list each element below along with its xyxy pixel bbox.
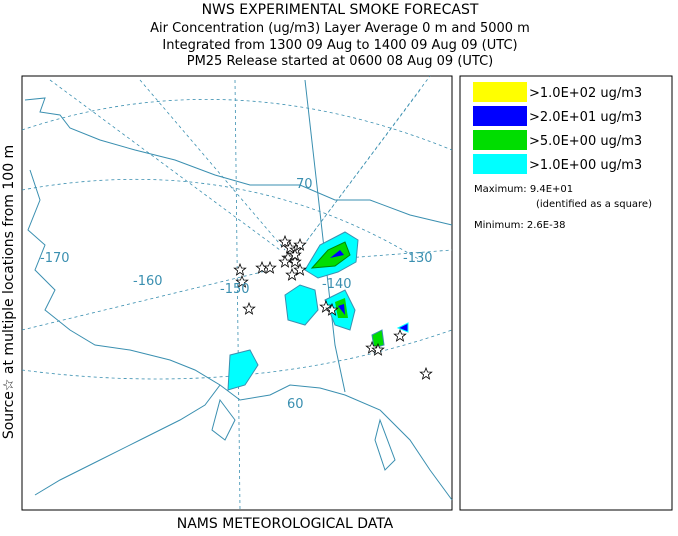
plume [338,304,345,315]
legend-label: >5.0E+00 ug/m3 [529,134,642,149]
source-star [278,254,292,268]
source-star [325,302,339,316]
map-label: -160 [133,274,163,289]
legend-swatch [473,154,527,174]
source-star [293,237,307,251]
subtitle: PM25 Release started at 0600 08 Aug 09 (… [187,54,494,69]
plumes [227,231,409,391]
plume [330,250,344,258]
side-label: Source☆ at multiple locations from 100 m [1,145,17,439]
graticule [21,329,453,380]
source-star [235,274,249,288]
source-star [293,262,307,276]
footer: NAMS METEOROLOGICAL DATA [177,516,394,532]
plume [371,329,385,349]
map-label: -130 [403,251,433,266]
source-star [319,299,333,313]
map [21,75,453,511]
source-star [233,262,247,276]
legend-swatch [473,82,527,102]
subtitle: Air Concentration (ug/m3) Layer Average … [150,21,530,36]
legend-swatch [473,130,527,150]
source-star [365,340,379,354]
map-label: -140 [322,277,352,292]
legend-label: >1.0E+02 ug/m3 [529,86,642,101]
source-star [263,260,277,274]
maximum-note: (identified as a square) [536,199,652,210]
plume [396,322,409,333]
source-star [285,267,299,281]
map-label: -150 [220,282,250,297]
source-star [393,328,407,342]
source-star [242,301,256,315]
title: NWS EXPERIMENTAL SMOKE FORECAST [202,2,479,18]
minimum: Minimum: 2.6E-38 [474,220,565,231]
source-star [288,247,302,261]
legend: Maximum: 9.4E+01 (identified as a square… [459,75,673,511]
source-star [278,234,292,248]
subtitle: Integrated from 1300 09 Aug to 1400 09 A… [162,38,517,53]
graticule [21,75,453,511]
plume [310,241,351,269]
legend-swatch [473,106,527,126]
legend-label: >1.0E+00 ug/m3 [529,158,642,173]
map-label: -170 [40,251,70,266]
map-label: 70 [296,177,313,192]
plume [284,284,319,326]
maximum: Maximum: 9.4E+01 [474,184,573,195]
map-label: 60 [287,397,304,412]
source-star [283,240,297,254]
legend-label: >2.0E+01 ug/m3 [529,110,642,125]
plume [227,349,259,391]
sources [233,234,433,380]
map-frame [21,75,453,511]
border [304,79,346,393]
source-star [371,342,385,356]
source-star [419,366,433,380]
